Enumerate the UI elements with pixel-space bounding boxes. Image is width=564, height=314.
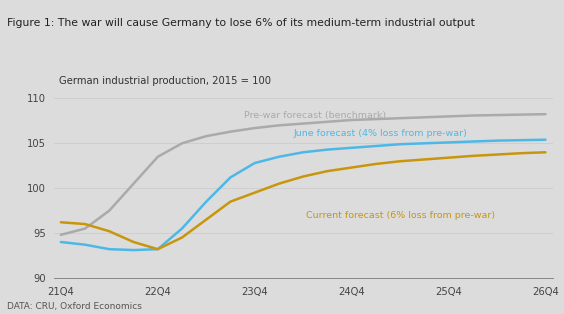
Text: German industrial production, 2015 = 100: German industrial production, 2015 = 100: [59, 76, 271, 86]
Text: Current forecast (6% loss from pre-war): Current forecast (6% loss from pre-war): [306, 211, 495, 219]
Text: Figure 1: The war will cause Germany to lose 6% of its medium-term industrial ou: Figure 1: The war will cause Germany to …: [7, 18, 475, 28]
Text: DATA: CRU, Oxford Economics: DATA: CRU, Oxford Economics: [7, 302, 142, 311]
Text: June forecast (4% loss from pre-war): June forecast (4% loss from pre-war): [294, 129, 468, 138]
Text: Pre-war forecast (benchmark): Pre-war forecast (benchmark): [244, 111, 386, 120]
